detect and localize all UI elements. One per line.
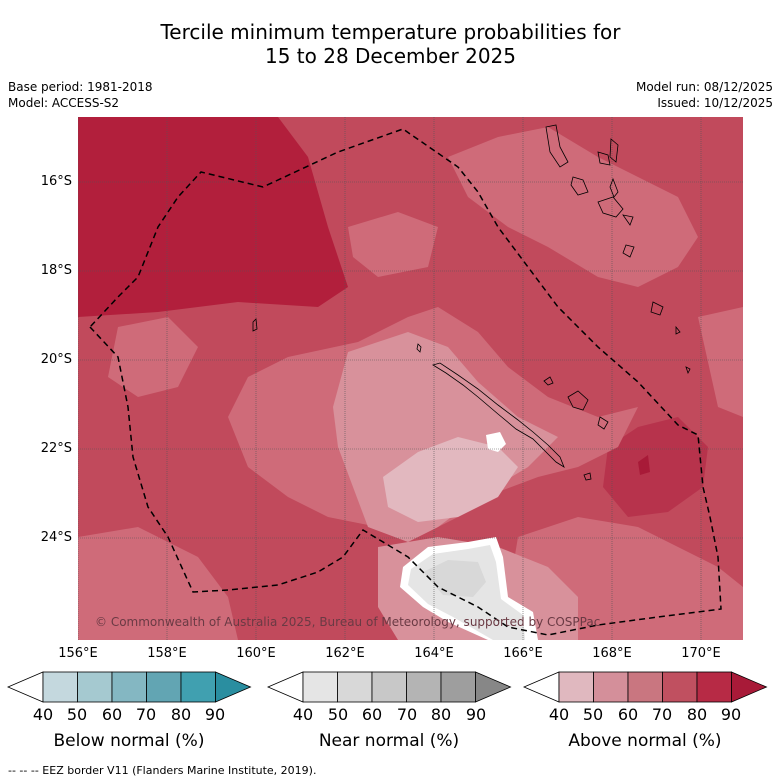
cbar2-segment — [696, 671, 732, 703]
land-vanuatu-3 — [609, 138, 619, 163]
field-light-ne — [448, 127, 698, 287]
cbar1-tick: 60 — [361, 705, 383, 724]
cbar1-tick: 50 — [327, 705, 349, 724]
field-dark-east-core — [638, 455, 650, 475]
cbar1-segment — [337, 671, 373, 703]
cbar1-segment — [302, 671, 338, 703]
cbar0-tick: 70 — [135, 705, 157, 724]
cbar2-tick: 90 — [720, 705, 742, 724]
cbar1-segment — [440, 671, 476, 703]
land-vanuatu-9 — [650, 301, 664, 316]
cbar1-low-extension — [266, 671, 304, 703]
cbar2-segment — [627, 671, 663, 703]
cbar1-tick: 90 — [465, 705, 487, 724]
land-vanuatu-5 — [609, 177, 619, 198]
lat-label: 22°S — [40, 441, 72, 456]
model-name: Model: ACCESS-S2 — [8, 96, 120, 110]
cbar0-tick: 60 — [101, 705, 123, 724]
cbar2-low-extension — [522, 671, 560, 703]
copyright-notice: © Commonwealth of Australia 2025, Bureau… — [95, 615, 600, 629]
lon-label: 158°E — [147, 646, 187, 661]
cbar2-tick: 40 — [548, 705, 570, 724]
cbar2-tick: 50 — [582, 705, 604, 724]
land-vanuatu-6 — [597, 196, 624, 218]
chart-title-line2: 15 to 28 December 2025 — [264, 44, 516, 68]
chart-title-line1: Tercile minimum temperature probabilitie… — [160, 20, 621, 44]
field-dark-east — [603, 417, 708, 517]
lon-label: 164°E — [414, 646, 454, 661]
base-period: Base period: 1981-2018 — [8, 80, 153, 94]
lon-label: 156°E — [58, 646, 98, 661]
land-vanuatu-4 — [570, 176, 589, 196]
cbar0-segment — [77, 671, 113, 703]
cbar0-segment — [146, 671, 182, 703]
cbar2-high-extension — [731, 671, 768, 703]
land-outlines — [252, 124, 691, 481]
field-white-spot — [486, 432, 506, 452]
cbar2-tick: 80 — [686, 705, 708, 724]
land-loyalty-3 — [597, 416, 609, 430]
land-new-caledonia — [432, 362, 565, 468]
land-small-3 — [583, 472, 592, 481]
probability-map: © Commonwealth of Australia 2025, Bureau… — [78, 117, 743, 640]
land-vanuatu-10 — [675, 325, 681, 335]
lon-label: 168°E — [592, 646, 632, 661]
cbar1-segment — [406, 671, 442, 703]
land-loyalty-2 — [567, 390, 589, 411]
lat-label: 24°S — [40, 530, 72, 545]
lat-label: 16°S — [40, 174, 72, 189]
field-light-sw — [78, 527, 238, 640]
below-normal-label: Below normal (%) — [53, 731, 205, 751]
lon-label: 160°E — [236, 646, 276, 661]
cbar0-segment — [111, 671, 147, 703]
cbar1-tick: 80 — [430, 705, 452, 724]
land-small-4 — [685, 366, 691, 375]
colorbars — [6, 671, 768, 703]
land-small-1 — [252, 318, 258, 332]
land-small-2 — [416, 343, 422, 353]
field-light-ne2 — [348, 212, 438, 277]
cbar2-segment — [593, 671, 629, 703]
lon-label: 162°E — [325, 646, 365, 661]
land-vanuatu-7 — [622, 214, 634, 226]
cbar0-tick: 80 — [170, 705, 192, 724]
cbar0-high-extension — [215, 671, 252, 703]
land-vanuatu-1 — [545, 124, 569, 168]
field-near-grey2 — [423, 560, 486, 597]
issued-date: Issued: 10/12/2025 — [657, 96, 773, 110]
cbar0-low-extension — [6, 671, 44, 703]
lon-label: 166°E — [503, 646, 543, 661]
lat-label: 20°S — [40, 352, 72, 367]
cbar0-segment — [180, 671, 216, 703]
cbar0-segment — [42, 671, 78, 703]
cbar1-high-extension — [475, 671, 512, 703]
land-loyalty-1 — [543, 376, 554, 386]
cbar1-tick: 40 — [292, 705, 314, 724]
cbar2-segment — [558, 671, 594, 703]
land-vanuatu-2 — [597, 151, 611, 166]
cbar0-tick: 90 — [204, 705, 226, 724]
field-dark-nw — [78, 117, 348, 317]
near-normal-label: Near normal (%) — [318, 731, 460, 751]
cbar1-segment — [371, 671, 407, 703]
lat-label: 18°S — [40, 263, 72, 278]
field-vpale — [383, 437, 518, 522]
model-run: Model run: 08/12/2025 — [635, 80, 773, 94]
cbar0-tick: 40 — [32, 705, 54, 724]
gridlines — [78, 117, 743, 640]
land-vanuatu-8 — [622, 244, 635, 258]
lon-label: 170°E — [681, 646, 721, 661]
cbar2-tick: 60 — [617, 705, 639, 724]
field-light-east-edge — [698, 307, 743, 417]
above-normal-label: Above normal (%) — [568, 731, 722, 751]
cbar2-segment — [662, 671, 698, 703]
cbar1-tick: 70 — [396, 705, 418, 724]
eez-border — [88, 128, 722, 636]
cbar2-tick: 70 — [651, 705, 673, 724]
eez-footnote: -- -- -- EEZ border V11 (Flanders Marine… — [8, 764, 317, 777]
field-light-west — [108, 317, 198, 397]
cbar0-tick: 50 — [66, 705, 88, 724]
